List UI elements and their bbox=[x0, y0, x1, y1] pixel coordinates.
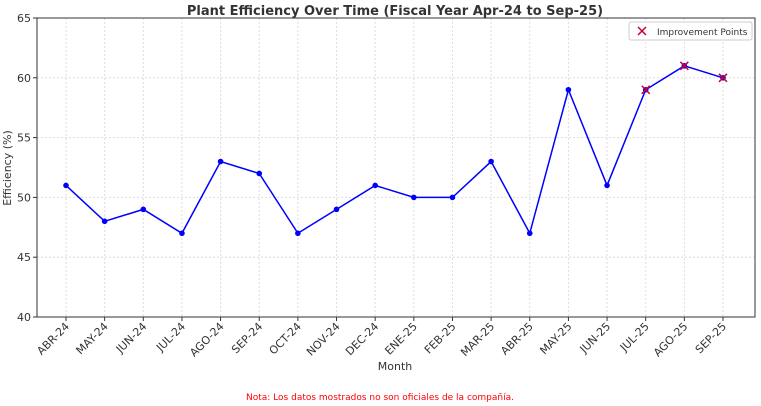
data-point bbox=[295, 230, 301, 237]
disclaimer-note: Nota: Los datos mostrados no son oficial… bbox=[246, 393, 514, 403]
data-point bbox=[449, 194, 456, 201]
legend-label: Improvement Points bbox=[657, 28, 748, 38]
x-tick-label: ABR-25 bbox=[498, 320, 536, 358]
y-tick-label: 45 bbox=[17, 251, 31, 264]
legend-marker-x-icon bbox=[637, 26, 647, 36]
data-point bbox=[526, 230, 533, 237]
x-tick-label: SEP-24 bbox=[229, 320, 265, 356]
series bbox=[63, 63, 726, 237]
y-tick-label: 60 bbox=[17, 72, 31, 85]
x-axis-label: Month bbox=[378, 360, 413, 373]
x-tick-label: MAY-25 bbox=[537, 320, 574, 357]
data-point bbox=[565, 86, 572, 93]
plot-frame bbox=[36, 17, 756, 318]
data-point bbox=[411, 194, 417, 201]
x-tick-label: ENE-25 bbox=[382, 320, 420, 358]
x-tick-label: JUN-25 bbox=[577, 320, 613, 356]
data-point bbox=[63, 182, 69, 189]
x-tick-label: NOV-24 bbox=[304, 320, 343, 359]
x-tick-label: JUN-24 bbox=[113, 320, 149, 356]
x-tick-label: JUL-24 bbox=[153, 320, 188, 355]
y-tick-label: 40 bbox=[17, 311, 31, 324]
legend-x-marker bbox=[637, 26, 647, 36]
y-tick-label: 65 bbox=[17, 12, 31, 25]
data-point bbox=[101, 218, 108, 225]
improvement-points bbox=[641, 61, 728, 95]
x-tick-label: AGO-24 bbox=[187, 320, 226, 359]
data-point bbox=[140, 206, 147, 213]
improvement-point bbox=[641, 85, 651, 95]
data-point bbox=[217, 158, 224, 165]
x-tick-label: SEP-25 bbox=[693, 320, 729, 356]
y-tick-label: 50 bbox=[17, 191, 31, 204]
x-ticks: ABR-24 MAY-24 JUN-24 JUL-24 AGO-24 SEP-24 OCT-… bbox=[34, 317, 729, 359]
x-marker-stroke bbox=[679, 61, 689, 71]
y-tick-label: 55 bbox=[17, 132, 31, 145]
data-point bbox=[256, 170, 263, 177]
x-tick-label: FEB-25 bbox=[422, 320, 459, 357]
legend: Improvement Points bbox=[628, 21, 753, 41]
data-point bbox=[488, 158, 494, 165]
improvement-point bbox=[718, 73, 728, 83]
x-tick-label: MAY-24 bbox=[74, 320, 111, 357]
x-marker-stroke bbox=[718, 73, 728, 83]
improvement-point bbox=[679, 61, 689, 71]
series-line bbox=[65, 65, 724, 236]
x-tick-label: AGO-25 bbox=[651, 320, 690, 359]
data-point bbox=[372, 182, 378, 189]
x-tick-label: DEC-24 bbox=[343, 320, 381, 358]
y-ticks: 40 45 50 55 60 65 bbox=[17, 12, 37, 324]
x-tick-label: MAR-25 bbox=[458, 320, 497, 359]
y-axis-label: Efficiency (%) bbox=[1, 130, 14, 206]
x-tick-label: JUL-25 bbox=[617, 320, 652, 355]
x-tick-label: ABR-24 bbox=[34, 320, 72, 358]
data-point bbox=[333, 206, 340, 213]
data-point bbox=[179, 230, 185, 237]
x-marker-stroke bbox=[637, 26, 647, 36]
chart-title: Plant Efficiency Over Time (Fiscal Year … bbox=[187, 4, 603, 19]
grid bbox=[37, 17, 755, 318]
x-marker-stroke bbox=[641, 85, 651, 95]
legend-box bbox=[628, 21, 753, 41]
data-point bbox=[604, 182, 610, 189]
x-tick-label: OCT-24 bbox=[267, 320, 304, 357]
